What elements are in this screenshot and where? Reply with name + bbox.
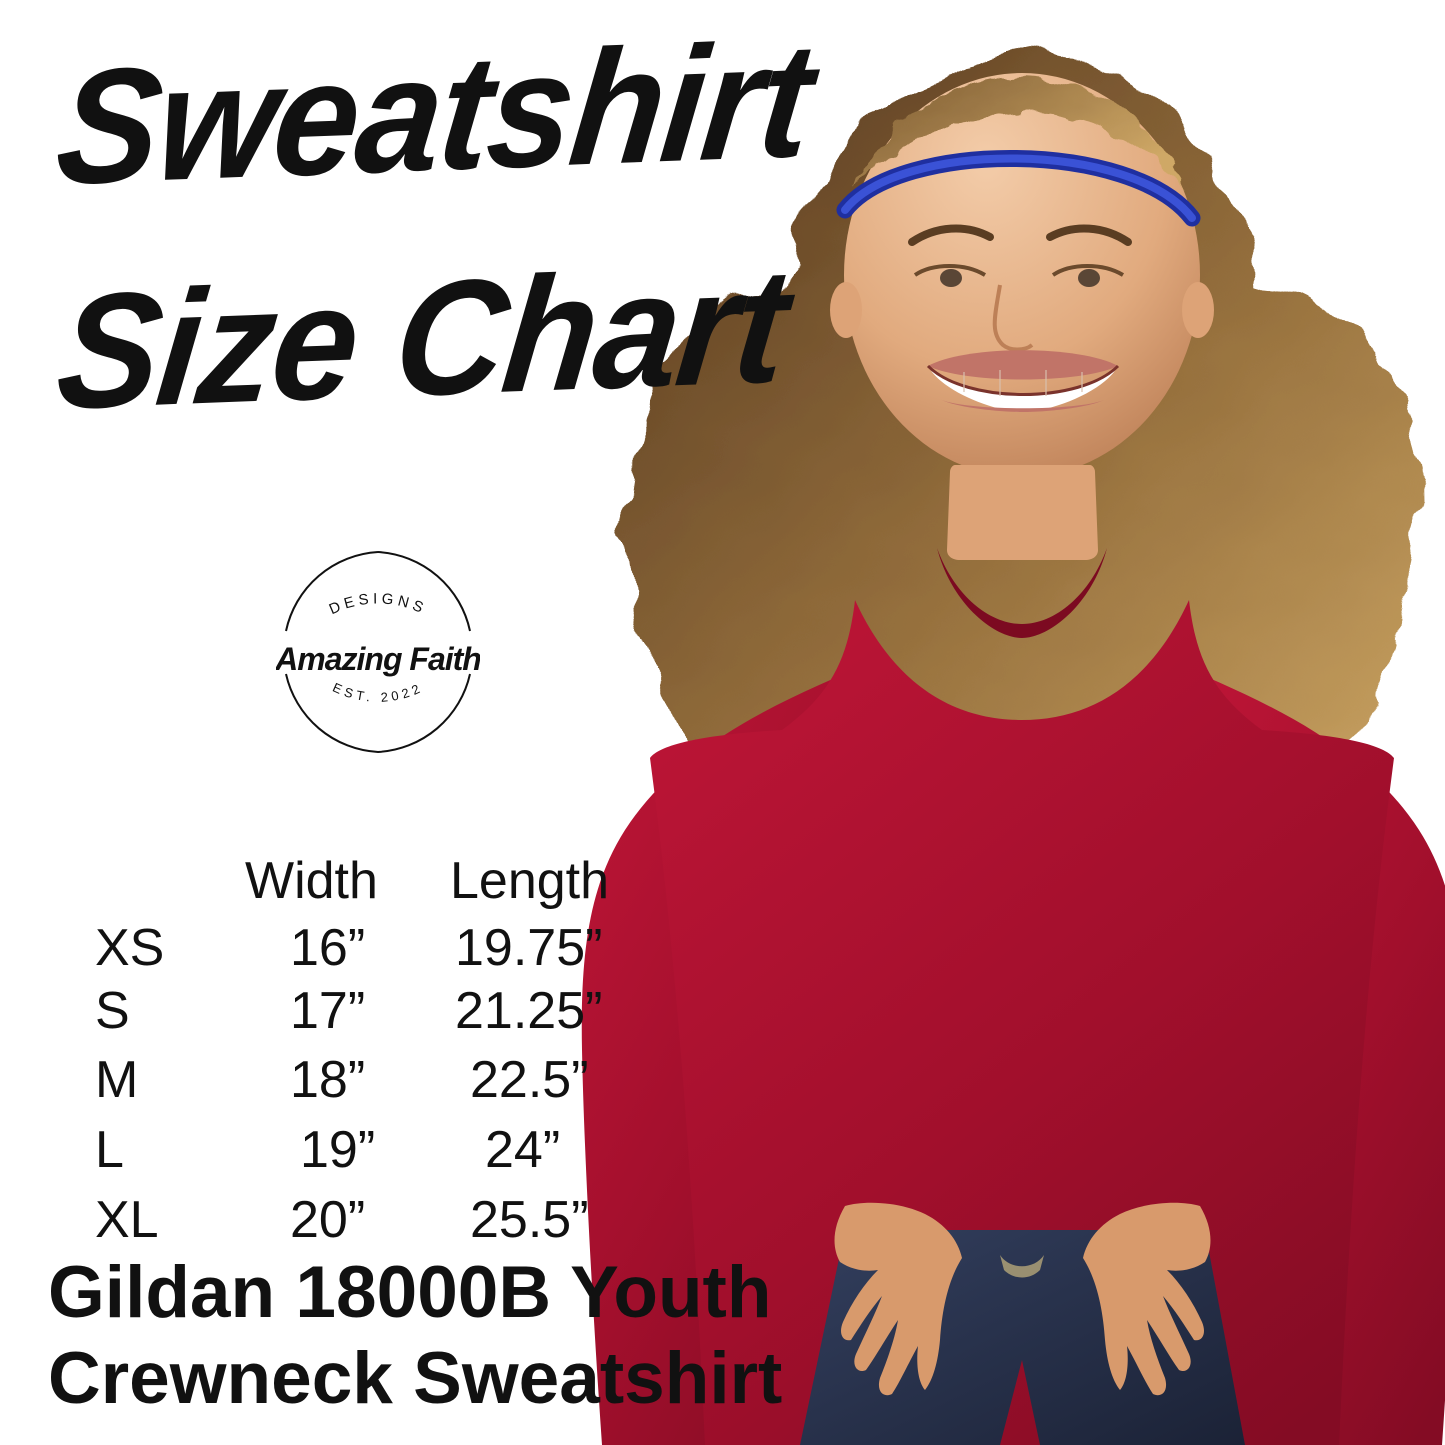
svg-text:DESIGNS: DESIGNS xyxy=(327,590,430,618)
svg-text:EST. 2022: EST. 2022 xyxy=(330,680,425,705)
svg-text:Amazing Faith: Amazing Faith xyxy=(276,641,480,677)
